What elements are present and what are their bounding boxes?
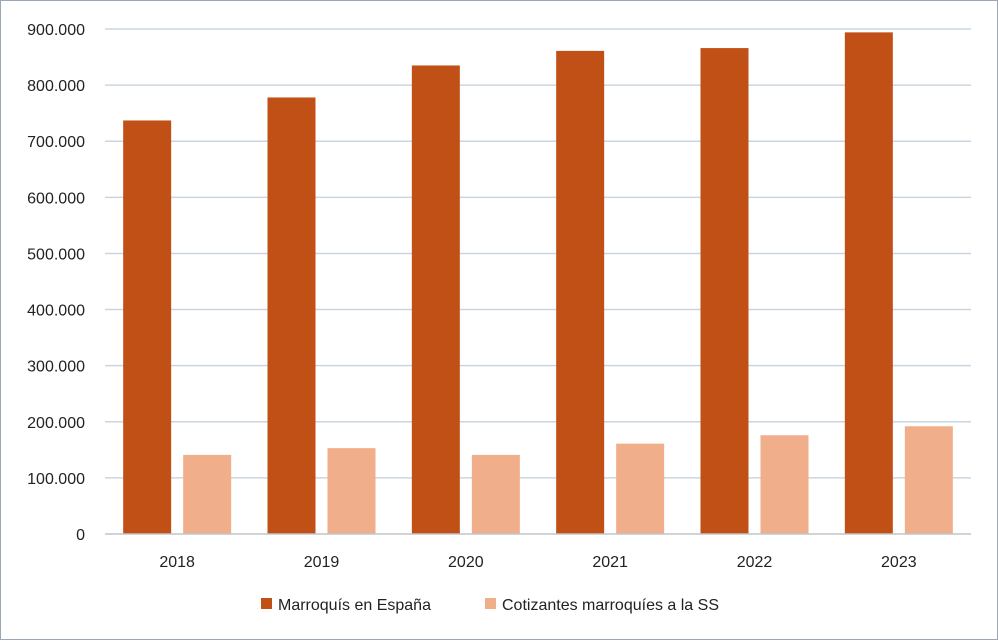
bar-cotizantes-2022 bbox=[760, 435, 809, 534]
x-tick-label: 2022 bbox=[737, 554, 773, 571]
bar-cotizantes-2021 bbox=[616, 443, 665, 534]
bar-cotizantes-2019 bbox=[327, 448, 376, 534]
bar-marroquis-2023 bbox=[844, 32, 893, 534]
bar-cotizantes-2020 bbox=[471, 454, 520, 534]
x-tick-label: 2020 bbox=[448, 554, 484, 571]
y-tick-label: 800.000 bbox=[27, 78, 85, 95]
y-axis-ticks: 0 100.000 200.000 300.000 400.000 500.000 600.… bbox=[27, 22, 85, 544]
gridlines bbox=[105, 28, 971, 479]
y-tick-label: 100.000 bbox=[27, 471, 85, 488]
x-tick-label: 2021 bbox=[592, 554, 628, 571]
y-tick-label: 400.000 bbox=[27, 303, 85, 320]
bar-marroquis-2022 bbox=[700, 48, 749, 534]
bar-cotizantes-2018 bbox=[183, 454, 232, 534]
bar-marroquis-2021 bbox=[556, 50, 605, 535]
bar-marroquis-2020 bbox=[411, 65, 460, 534]
legend-swatch-marroquis bbox=[261, 598, 272, 609]
y-tick-label: 500.000 bbox=[27, 246, 85, 263]
legend-label-marroquis: Marroquís en España bbox=[278, 597, 431, 614]
x-axis-ticks: 2018 2019 2020 2021 2022 2023 bbox=[159, 554, 916, 571]
y-tick-label: 200.000 bbox=[27, 415, 85, 432]
bar-marroquis-2018 bbox=[123, 120, 172, 534]
y-tick-label: 900.000 bbox=[27, 22, 85, 39]
x-tick-label: 2018 bbox=[159, 554, 195, 571]
bars bbox=[123, 32, 953, 535]
bar-marroquis-2019 bbox=[267, 97, 316, 534]
x-tick-label: 2019 bbox=[304, 554, 340, 571]
legend: Marroquís en España Cotizantes marroquíe… bbox=[261, 597, 719, 614]
bar-cotizantes-2023 bbox=[904, 426, 953, 534]
y-tick-label: 300.000 bbox=[27, 359, 85, 376]
legend-swatch-cotizantes bbox=[485, 598, 496, 609]
x-tick-label: 2023 bbox=[881, 554, 917, 571]
y-tick-label: 0 bbox=[76, 527, 85, 544]
y-tick-label: 700.000 bbox=[27, 134, 85, 151]
y-tick-label: 600.000 bbox=[27, 190, 85, 207]
legend-label-cotizantes: Cotizantes marroquíes a la SS bbox=[502, 597, 719, 614]
